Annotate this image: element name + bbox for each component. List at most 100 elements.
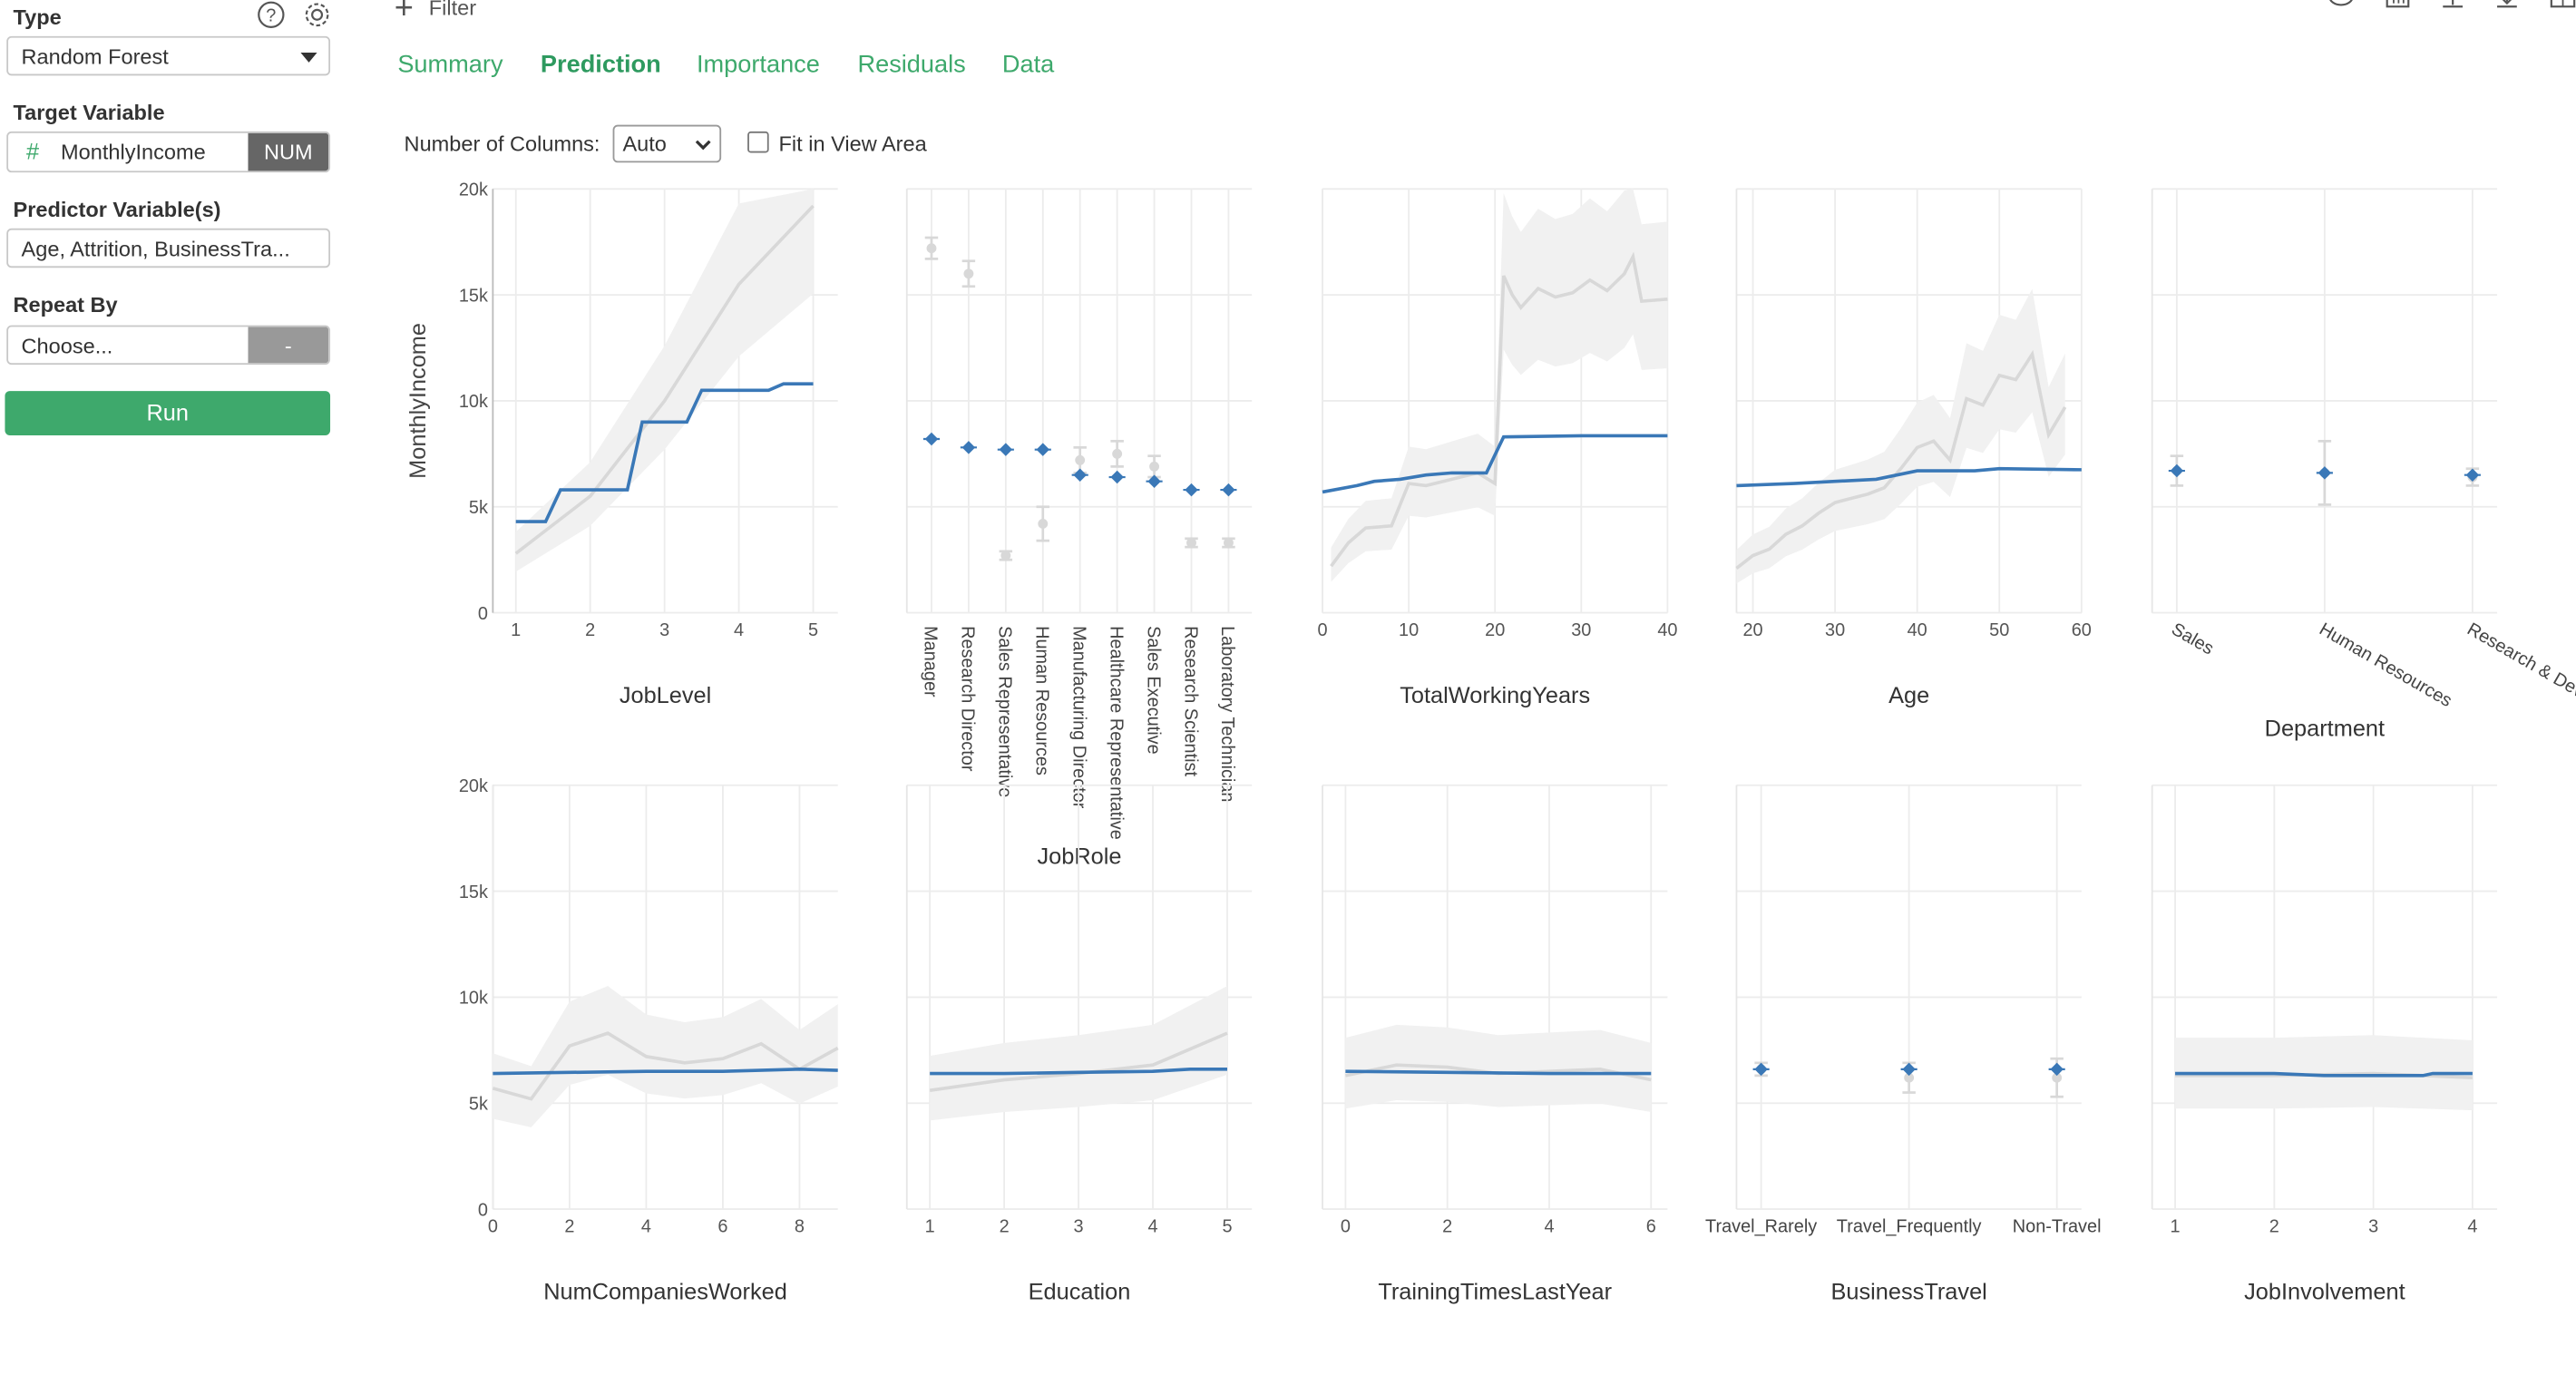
fit-label: Fit in View Area bbox=[778, 131, 927, 157]
y-tick-label: 15k bbox=[459, 883, 488, 902]
columns-select-value: Auto bbox=[622, 131, 667, 157]
tab-residuals[interactable]: Residuals bbox=[857, 51, 966, 79]
chart-panel: JobInvolvement 1 2 3 4 bbox=[2151, 784, 2498, 1305]
comment-icon[interactable] bbox=[2329, 0, 2353, 6]
chart-panel: TotalWorkingYears 0 10 20 30 40 bbox=[1317, 188, 1677, 708]
x-tick-label: 8 bbox=[795, 1216, 805, 1236]
y-tick-label: 20k bbox=[459, 180, 488, 200]
repeat-value: Choose... bbox=[21, 333, 113, 358]
tab-data[interactable]: Data bbox=[1001, 51, 1055, 79]
confidence-band bbox=[930, 986, 1227, 1121]
prediction-line bbox=[515, 382, 814, 523]
x-tick-label: 1 bbox=[511, 620, 521, 640]
x-tick-label: 3 bbox=[659, 620, 669, 640]
chart-icon[interactable] bbox=[2386, 0, 2410, 8]
x-tick-label: Non-Travel bbox=[2013, 1216, 2102, 1236]
x-axis-label: NumCompaniesWorked bbox=[543, 1280, 787, 1305]
actual-point bbox=[963, 268, 974, 279]
x-tick-label: Healthcare Representative bbox=[1106, 626, 1126, 840]
y-tick-label: 5k bbox=[469, 498, 488, 518]
x-tick-label: 5 bbox=[1222, 1216, 1232, 1236]
x-tick-label: 50 bbox=[1989, 620, 2009, 640]
predictor-value: Age, Attrition, BusinessTra... bbox=[21, 236, 290, 261]
upload-icon[interactable] bbox=[2443, 0, 2464, 8]
x-tick-label: 20 bbox=[1485, 620, 1505, 640]
target-field[interactable]: # MonthlyIncome NUM bbox=[6, 131, 331, 173]
repeat-select[interactable]: Choose... - bbox=[6, 325, 331, 366]
x-tick-label: 20 bbox=[1742, 620, 1762, 640]
columns-label: Number of Columns: bbox=[404, 131, 600, 157]
x-axis-label: BusinessTravel bbox=[1830, 1280, 1986, 1305]
x-tick-label: Sales Executive bbox=[1143, 626, 1163, 755]
type-select[interactable]: Random Forest bbox=[6, 35, 331, 76]
x-tick-label: 1 bbox=[925, 1216, 935, 1236]
download-icon[interactable] bbox=[2497, 0, 2517, 8]
tab-summary[interactable]: Summary bbox=[397, 51, 503, 79]
predictor-field[interactable]: Age, Attrition, BusinessTra... bbox=[6, 228, 331, 268]
fit-checkbox[interactable] bbox=[747, 131, 769, 153]
x-tick-label: Research Director bbox=[958, 626, 978, 772]
x-tick-label: Sales Representative bbox=[995, 626, 1015, 797]
help-icon[interactable]: ? bbox=[257, 0, 287, 30]
actual-line bbox=[514, 204, 815, 555]
type-label: Type bbox=[13, 5, 62, 30]
x-tick-label: 30 bbox=[1825, 620, 1845, 640]
filter-button[interactable]: Filter bbox=[428, 0, 477, 20]
x-tick-label: 6 bbox=[1646, 1216, 1656, 1236]
x-tick-label: Research & Development bbox=[2464, 619, 2576, 740]
x-tick-label: 3 bbox=[2368, 1216, 2378, 1236]
repeat-label: Repeat By bbox=[13, 292, 118, 317]
target-type-badge: NUM bbox=[248, 132, 329, 171]
chart-panel: BusinessTravel Travel_Rarely Travel_Freque… bbox=[1705, 784, 2102, 1305]
y-tick-label: 0 bbox=[478, 1200, 488, 1220]
chart-panel: TrainingTimesLastYear 0 2 4 6 bbox=[1322, 784, 1668, 1305]
actual-point bbox=[1075, 454, 1086, 465]
run-button[interactable]: Run bbox=[5, 391, 331, 435]
tab-prediction[interactable]: Prediction bbox=[540, 51, 661, 79]
target-value: MonthlyIncome bbox=[61, 139, 206, 165]
x-tick-label: 4 bbox=[734, 620, 744, 640]
x-tick-label: 4 bbox=[2467, 1216, 2477, 1236]
x-tick-label: Research Scientist bbox=[1180, 626, 1200, 776]
actual-point bbox=[1224, 538, 1234, 548]
tab-importance[interactable]: Importance bbox=[696, 51, 820, 79]
x-tick-label: 0 bbox=[1341, 1216, 1351, 1236]
actual-line bbox=[1735, 349, 2067, 570]
layout-icon[interactable] bbox=[2550, 0, 2576, 8]
x-tick-label: 5 bbox=[808, 620, 818, 640]
actual-point bbox=[926, 243, 937, 254]
y-tick-label: 0 bbox=[478, 604, 488, 624]
confidence-band bbox=[1345, 1024, 1652, 1113]
actual-line bbox=[1330, 251, 1668, 568]
y-axis-label: MonthlyIncome bbox=[405, 323, 431, 479]
x-axis-label: TrainingTimesLastYear bbox=[1378, 1280, 1612, 1305]
type-select-value: Random Forest bbox=[21, 44, 169, 70]
x-tick-label: Human Resources bbox=[2316, 619, 2455, 712]
x-tick-label: Travel_Frequently bbox=[1837, 1216, 1982, 1236]
y-tick-label: 5k bbox=[469, 1094, 488, 1114]
prediction-line bbox=[2175, 1071, 2473, 1078]
columns-select[interactable]: Auto bbox=[612, 124, 722, 163]
x-tick-label: 40 bbox=[1908, 620, 1927, 640]
x-tick-label: Laboratory Technician bbox=[1217, 626, 1237, 802]
gear-icon[interactable] bbox=[302, 0, 332, 30]
x-tick-label: 2 bbox=[1000, 1216, 1010, 1236]
x-tick-label: Manufacturing Director bbox=[1068, 626, 1088, 809]
x-tick-label: 0 bbox=[1317, 620, 1327, 640]
x-tick-label: 60 bbox=[2072, 620, 2092, 640]
x-tick-label: 2 bbox=[564, 1216, 574, 1236]
prediction-line bbox=[1322, 434, 1668, 494]
x-tick-label: 10 bbox=[1399, 620, 1419, 640]
x-tick-label: 30 bbox=[1571, 620, 1591, 640]
prediction-line bbox=[1736, 466, 2082, 488]
repeat-clear-button[interactable]: - bbox=[248, 327, 329, 364]
plus-icon[interactable]: + bbox=[394, 0, 414, 26]
x-tick-label: 2 bbox=[1442, 1216, 1452, 1236]
x-tick-label: 0 bbox=[488, 1216, 498, 1236]
x-tick-label: Travel_Rarely bbox=[1705, 1216, 1817, 1236]
x-axis-label: TotalWorkingYears bbox=[1400, 683, 1590, 708]
chart-panel: 0 5k 10k 15k 20k MonthlyIncome JobLevel 1 2 3 4 5 bbox=[405, 180, 838, 708]
svg-text:?: ? bbox=[266, 6, 276, 26]
actual-point bbox=[1112, 448, 1123, 459]
